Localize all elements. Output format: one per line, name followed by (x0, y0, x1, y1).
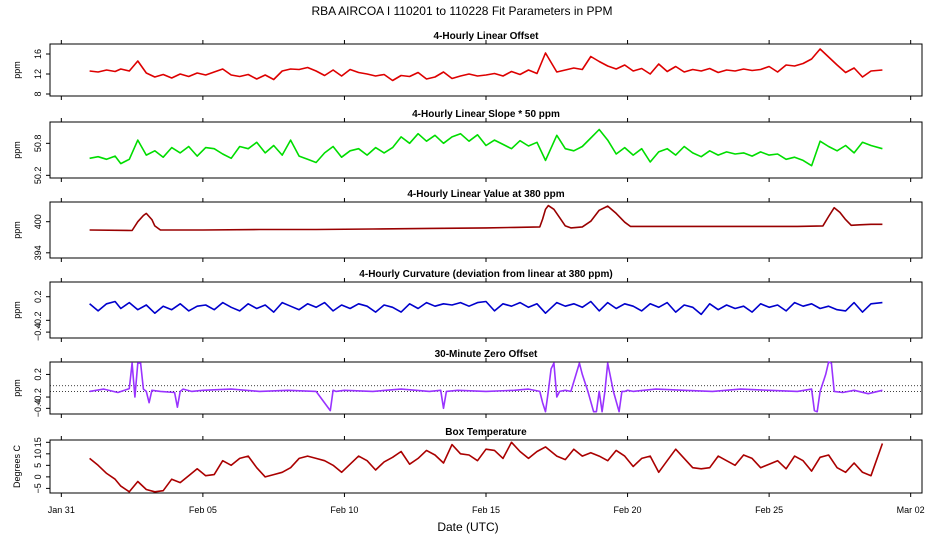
panel-frame (49, 43, 923, 97)
panel-title: 4-Hourly Linear Offset (433, 31, 539, 42)
x-tick-label: Feb 10 (330, 505, 358, 515)
panel-title: 30-Minute Zero Offset (435, 349, 538, 360)
y-tick-label: −0.4 (33, 399, 43, 417)
y-tick-label: −5 (33, 483, 43, 493)
y-tick-label: −0.2 (33, 311, 43, 329)
x-tick-label: Jan 31 (48, 505, 75, 515)
panel-title: 4-Hourly Curvature (deviation from linea… (359, 269, 612, 280)
y-tick-label: 0.2 (33, 368, 43, 381)
x-tick-label: Feb 05 (189, 505, 217, 515)
series-line-value380 (89, 204, 883, 232)
panel-ylabel: ppm (12, 379, 22, 397)
x-tick-label: Feb 20 (614, 505, 642, 515)
x-axis-label: Date (UTC) (437, 520, 498, 534)
panel-3: 4-Hourly Linear Value at 380 ppm ppm 394 40… (12, 189, 923, 262)
y-tick-label: 15 (33, 437, 43, 447)
y-tick-label: 8 (33, 91, 43, 96)
panel-6: Box Temperature Degrees C −5 0 5 10 15 (12, 427, 923, 497)
panel-title: 4-Hourly Linear Slope * 50 ppm (412, 109, 560, 120)
y-tick-label: 50.2 (33, 167, 43, 185)
panel-ylabel: Degrees C (12, 444, 22, 488)
y-tick-label: −0.4 (33, 323, 43, 341)
y-tick-label: −0.2 (33, 388, 43, 406)
x-tick-label: Mar 02 (897, 505, 925, 515)
series-line-curvature (89, 300, 883, 316)
x-tick-label: Feb 25 (755, 505, 783, 515)
panel-ylabel: ppm (12, 61, 22, 79)
y-tick-label: 0 (33, 474, 43, 479)
y-tick-label: 12 (33, 69, 43, 79)
series-line-slope (89, 128, 883, 167)
panel-ylabel: ppm (12, 301, 22, 319)
series-line-zero_offset (89, 361, 883, 413)
y-tick-label: 400 (33, 214, 43, 229)
panel-title: 4-Hourly Linear Value at 380 ppm (407, 189, 564, 200)
chart-title: RBA AIRCOA I 110201 to 110228 Fit Parame… (311, 4, 612, 18)
y-tick-label: 0.2 (33, 290, 43, 303)
x-tick-label: Feb 15 (472, 505, 500, 515)
series-line-offset (89, 48, 883, 82)
panel-frame (49, 361, 923, 415)
y-tick-label: 5 (33, 463, 43, 468)
panel-frame (49, 281, 923, 339)
panel-ylabel: ppm (12, 141, 22, 159)
x-axis: Jan 31 Feb 05 Feb 10 Feb 15 Feb 20 Feb 25 Mar … (48, 505, 925, 515)
panel-title: Box Temperature (445, 427, 527, 438)
y-tick-label: 16 (33, 49, 43, 59)
y-tick-label: 50.8 (33, 135, 43, 153)
y-tick-label: 394 (33, 245, 43, 260)
panel-ylabel: ppm (12, 221, 22, 239)
series-line-box_temp (89, 441, 884, 493)
y-tick-label: 10 (33, 449, 43, 459)
panel-1: 4-Hourly Linear Offset ppm 8 12 16 (12, 31, 923, 100)
panel-4: 4-Hourly Curvature (deviation from linea… (12, 269, 923, 342)
panel-frame (49, 121, 923, 179)
panel-frame (49, 439, 923, 494)
panel-5: 30-Minute Zero Offset ppm −0.4−0.2 0.2 (12, 349, 923, 418)
panel-2: 4-Hourly Linear Slope * 50 ppm ppm 50.2 50.… (12, 109, 923, 185)
